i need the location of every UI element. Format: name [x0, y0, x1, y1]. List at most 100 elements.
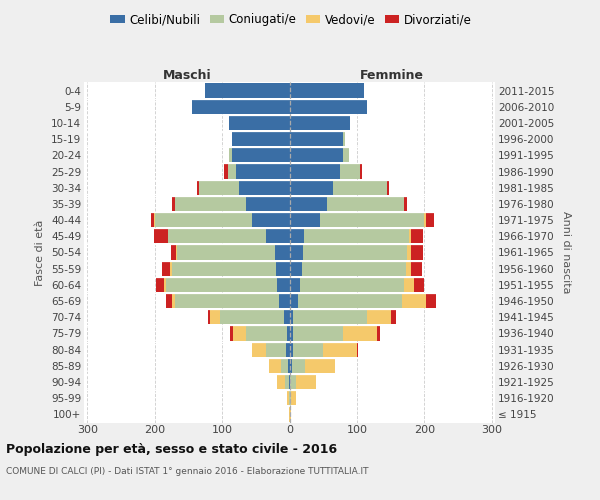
- Bar: [199, 180, 239, 195]
- Bar: [164, 278, 166, 292]
- Bar: [220, 310, 284, 324]
- Bar: [290, 375, 296, 389]
- Bar: [176, 246, 177, 260]
- Bar: [290, 358, 292, 373]
- Bar: [290, 116, 350, 130]
- Bar: [367, 310, 391, 324]
- Bar: [167, 229, 168, 244]
- Bar: [425, 294, 436, 308]
- Bar: [412, 262, 422, 276]
- Bar: [281, 358, 288, 373]
- Bar: [304, 229, 409, 244]
- Bar: [387, 180, 389, 195]
- Bar: [253, 342, 266, 357]
- Bar: [208, 310, 210, 324]
- Bar: [291, 391, 296, 406]
- Bar: [290, 180, 333, 195]
- Bar: [299, 278, 404, 292]
- Bar: [326, 197, 404, 211]
- Bar: [296, 375, 316, 389]
- Bar: [290, 197, 326, 211]
- Bar: [252, 342, 253, 357]
- Bar: [404, 197, 407, 211]
- Bar: [175, 294, 280, 308]
- Bar: [290, 148, 343, 162]
- Y-axis label: Fasce di età: Fasce di età: [35, 220, 46, 286]
- Bar: [224, 164, 227, 178]
- Bar: [232, 132, 290, 146]
- Bar: [343, 326, 377, 340]
- Bar: [288, 358, 290, 373]
- Bar: [156, 278, 164, 292]
- Bar: [290, 100, 367, 114]
- Bar: [290, 132, 343, 146]
- Bar: [172, 262, 276, 276]
- Bar: [407, 246, 411, 260]
- Bar: [290, 408, 291, 422]
- Bar: [280, 294, 290, 308]
- Bar: [175, 197, 246, 211]
- Bar: [377, 326, 380, 340]
- Y-axis label: Anni di nascita: Anni di nascita: [561, 211, 571, 294]
- Bar: [205, 84, 290, 98]
- Bar: [253, 213, 290, 227]
- Bar: [289, 375, 290, 389]
- Bar: [292, 358, 305, 373]
- Bar: [154, 213, 155, 227]
- Bar: [168, 229, 266, 244]
- Bar: [357, 342, 358, 357]
- Bar: [391, 310, 396, 324]
- Bar: [210, 310, 220, 324]
- Bar: [192, 100, 290, 114]
- Bar: [229, 148, 232, 162]
- Bar: [290, 246, 303, 260]
- Bar: [298, 294, 402, 308]
- Bar: [233, 326, 247, 340]
- Bar: [275, 246, 290, 260]
- Bar: [170, 262, 172, 276]
- Bar: [232, 148, 290, 162]
- Bar: [229, 116, 290, 130]
- Bar: [287, 326, 290, 340]
- Bar: [177, 246, 275, 260]
- Bar: [320, 213, 424, 227]
- Bar: [293, 310, 367, 324]
- Bar: [293, 326, 343, 340]
- Bar: [340, 164, 360, 178]
- Bar: [411, 229, 423, 244]
- Bar: [290, 278, 299, 292]
- Bar: [289, 391, 290, 406]
- Bar: [414, 278, 424, 292]
- Bar: [151, 213, 154, 227]
- Bar: [284, 310, 290, 324]
- Bar: [247, 326, 287, 340]
- Bar: [290, 391, 291, 406]
- Bar: [287, 391, 289, 406]
- Bar: [236, 164, 290, 178]
- Bar: [343, 132, 345, 146]
- Bar: [166, 294, 172, 308]
- Bar: [172, 294, 175, 308]
- Bar: [286, 375, 289, 389]
- Bar: [239, 180, 290, 195]
- Bar: [277, 278, 290, 292]
- Bar: [290, 229, 304, 244]
- Bar: [246, 197, 290, 211]
- Bar: [302, 262, 406, 276]
- Bar: [343, 148, 349, 162]
- Bar: [293, 342, 323, 357]
- Bar: [277, 375, 286, 389]
- Bar: [424, 213, 425, 227]
- Bar: [289, 408, 290, 422]
- Bar: [406, 262, 412, 276]
- Text: Maschi: Maschi: [163, 70, 211, 82]
- Bar: [411, 246, 423, 260]
- Bar: [290, 262, 302, 276]
- Bar: [404, 278, 414, 292]
- Bar: [162, 262, 170, 276]
- Bar: [409, 229, 411, 244]
- Bar: [197, 180, 199, 195]
- Bar: [323, 342, 357, 357]
- Bar: [154, 229, 167, 244]
- Bar: [269, 358, 281, 373]
